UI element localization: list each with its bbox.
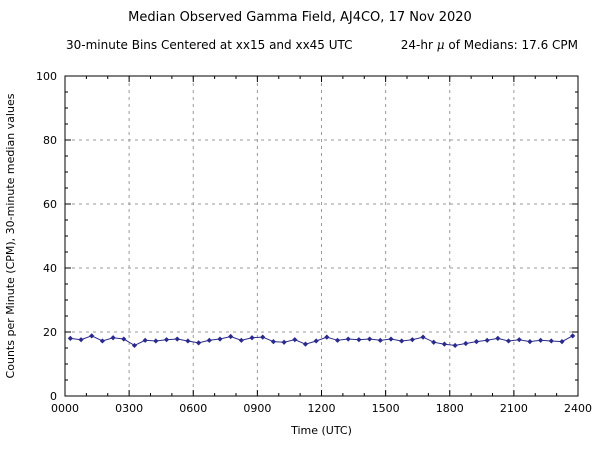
svg-text:40: 40 [43,262,57,275]
chart-canvas: 0000 0300 0600 0900 1200 1500 1800 2100 2400 0 20 4… [4,70,592,437]
svg-text:0900: 0900 [243,402,271,415]
svg-text:0600: 0600 [179,402,207,415]
svg-text:0000: 0000 [51,402,79,415]
svg-text:1500: 1500 [372,402,400,415]
svg-text:1800: 1800 [436,402,464,415]
svg-text:20: 20 [43,326,57,339]
svg-text:2400: 2400 [564,402,592,415]
subtitle-mean-suffix: of Medians: 17.6 CPM [444,38,578,52]
svg-text:80: 80 [43,134,57,147]
svg-text:Counts per Minute (CPM), 30-mi: Counts per Minute (CPM), 30-minute media… [4,93,17,378]
svg-text:2100: 2100 [500,402,528,415]
subtitle-bins: 30-minute Bins Centered at xx15 and xx45… [66,38,353,52]
svg-text:Time (UTC): Time (UTC) [290,424,352,437]
subtitle-mean-prefix: 24-hr [400,38,437,52]
svg-text:60: 60 [43,198,57,211]
chart-title: Median Observed Gamma Field, AJ4CO, 17 N… [128,10,472,25]
svg-text:0300: 0300 [115,402,143,415]
subtitle-mean: 24-hr μ of Medians: 17.6 CPM [401,38,578,53]
gamma-field-figure: Median Observed Gamma Field, AJ4CO, 17 N… [0,10,600,459]
svg-text:1200: 1200 [308,402,336,415]
svg-text:100: 100 [36,70,57,83]
svg-text:0: 0 [50,390,57,403]
chart-subtitle: 30-minute Bins Centered at xx15 and xx45… [0,38,600,53]
mu-symbol: μ [436,38,445,52]
